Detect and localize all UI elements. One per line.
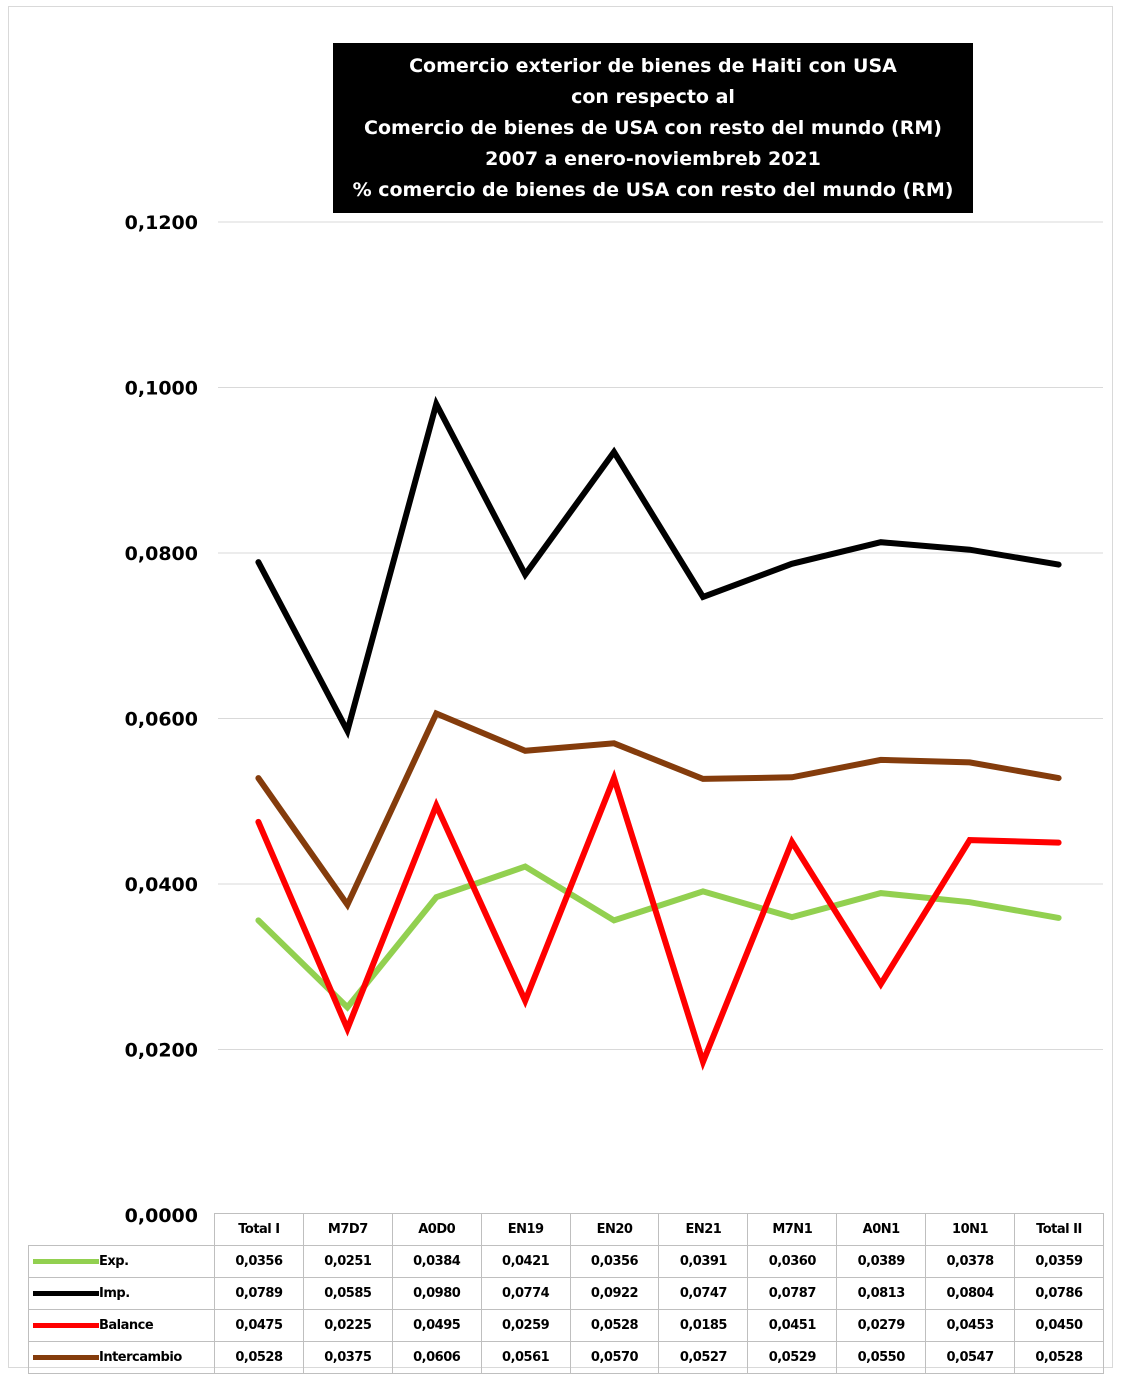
legend-entry: Balance [28, 1309, 215, 1342]
data-label: 0,0585 [302, 1277, 393, 1310]
data-label: 0,0922 [569, 1277, 660, 1310]
data-label: 0,0259 [480, 1309, 571, 1342]
data-label: 0,0356 [569, 1245, 660, 1278]
table-row: Intercambio 0,0528 0,0375 0,0606 0,0561 0,057… [28, 1341, 1104, 1374]
data-label: 0,0606 [391, 1341, 482, 1374]
y-tick-label: 0,1000 [125, 378, 198, 400]
legend-entry: Exp. [28, 1245, 215, 1278]
data-label: 0,0789 [214, 1277, 304, 1310]
category-label: M7D7 [302, 1213, 393, 1246]
data-label: 0,0550 [836, 1341, 927, 1374]
data-label: 0,0225 [302, 1309, 393, 1342]
gridlines [218, 221, 1103, 1050]
data-label: 0,0356 [214, 1245, 304, 1278]
data-label: 0,0451 [747, 1309, 838, 1342]
y-axis-ticks: 0,00000,02000,04000,06000,08000,10000,12… [125, 212, 198, 1227]
data-label: 0,0528 [1014, 1341, 1104, 1374]
data-label: 0,0528 [214, 1341, 304, 1374]
y-tick-label: 0,0800 [125, 543, 198, 565]
y-tick-label: 0,0600 [125, 709, 198, 731]
data-label: 0,0378 [925, 1245, 1016, 1278]
chart-title: Comercio exterior de bienes de Haiti con… [333, 43, 973, 213]
data-label: 0,0547 [925, 1341, 1016, 1374]
table-corner [28, 1213, 215, 1246]
chart-title-line-3: Comercio de bienes de USA con resto del … [364, 116, 942, 139]
data-label: 0,0561 [480, 1341, 571, 1374]
data-label: 0,0980 [391, 1277, 482, 1310]
legend-swatch [33, 1323, 99, 1328]
legend-swatch [33, 1291, 99, 1296]
legend-label: Imp. [99, 1286, 130, 1301]
category-label: Total II [1014, 1213, 1104, 1246]
data-label: 0,0475 [214, 1309, 304, 1342]
data-label: 0,0450 [1014, 1309, 1104, 1342]
data-label: 0,0359 [1014, 1245, 1104, 1278]
category-label: A0N1 [836, 1213, 927, 1246]
legend-entry: Imp. [28, 1277, 215, 1310]
y-tick-label: 0,0400 [125, 874, 198, 896]
data-label: 0,0786 [1014, 1277, 1104, 1310]
data-label: 0,0813 [836, 1277, 927, 1310]
data-table: Total I M7D7 A0D0 EN19 EN20 EN21 M7N1 A0N1 10N1 T… [28, 1213, 1104, 1374]
data-label: 0,0787 [747, 1277, 838, 1310]
category-label: 10N1 [925, 1213, 1016, 1246]
category-label: EN21 [658, 1213, 749, 1246]
data-label: 0,0421 [480, 1245, 571, 1278]
legend-swatch [33, 1259, 99, 1264]
data-label: 0,0375 [302, 1341, 393, 1374]
table-row: Exp. 0,0356 0,0251 0,0384 0,0421 0,0356 0,0391… [28, 1245, 1104, 1278]
series-lines [255, 395, 1062, 1071]
data-label: 0,0279 [836, 1309, 927, 1342]
chart-title-line-5: % comercio de bienes de USA con resto de… [352, 178, 954, 201]
data-label: 0,0570 [569, 1341, 660, 1374]
series-line-imp [255, 395, 1062, 740]
data-label: 0,0747 [658, 1277, 749, 1310]
data-label: 0,0528 [569, 1309, 660, 1342]
chart-title-line-1: Comercio exterior de bienes de Haiti con… [409, 54, 897, 77]
data-label: 0,0774 [480, 1277, 571, 1310]
data-label: 0,0360 [747, 1245, 838, 1278]
chart-title-line-4: 2007 a enero-noviembreb 2021 [485, 147, 821, 170]
series-line-exp [255, 863, 1062, 1012]
table-row: Imp. 0,0789 0,0585 0,0980 0,0774 0,0922 0,0747… [28, 1277, 1104, 1310]
data-label: 0,0495 [391, 1309, 482, 1342]
table-row: Balance 0,0475 0,0225 0,0495 0,0259 0,0528 0,0… [28, 1309, 1104, 1342]
data-label: 0,0384 [391, 1245, 482, 1278]
data-label: 0,0529 [747, 1341, 838, 1374]
data-label: 0,0804 [925, 1277, 1016, 1310]
category-label: EN19 [480, 1213, 571, 1246]
table-header-row: Total I M7D7 A0D0 EN19 EN20 EN21 M7N1 A0N1 10N1 T… [28, 1213, 1104, 1246]
legend-swatch [33, 1355, 99, 1360]
data-label: 0,0389 [836, 1245, 927, 1278]
legend-label: Balance [99, 1318, 154, 1333]
legend-label: Exp. [99, 1254, 129, 1269]
data-label: 0,0453 [925, 1309, 1016, 1342]
category-label: EN20 [569, 1213, 660, 1246]
data-label: 0,0391 [658, 1245, 749, 1278]
category-label: A0D0 [391, 1213, 482, 1246]
series-line-intercambio [255, 709, 1062, 911]
series-line-balance [255, 769, 1062, 1071]
y-tick-label: 0,1200 [125, 212, 198, 234]
category-label: M7N1 [747, 1213, 838, 1246]
data-label: 0,0185 [658, 1309, 749, 1342]
legend-entry: Intercambio [28, 1341, 215, 1374]
data-label: 0,0527 [658, 1341, 749, 1374]
data-label: 0,0251 [302, 1245, 393, 1278]
y-tick-label: 0,0200 [125, 1040, 198, 1062]
chart-title-line-2: con respecto al [571, 85, 735, 108]
category-label: Total I [214, 1213, 304, 1246]
legend-label: Intercambio [99, 1350, 182, 1365]
